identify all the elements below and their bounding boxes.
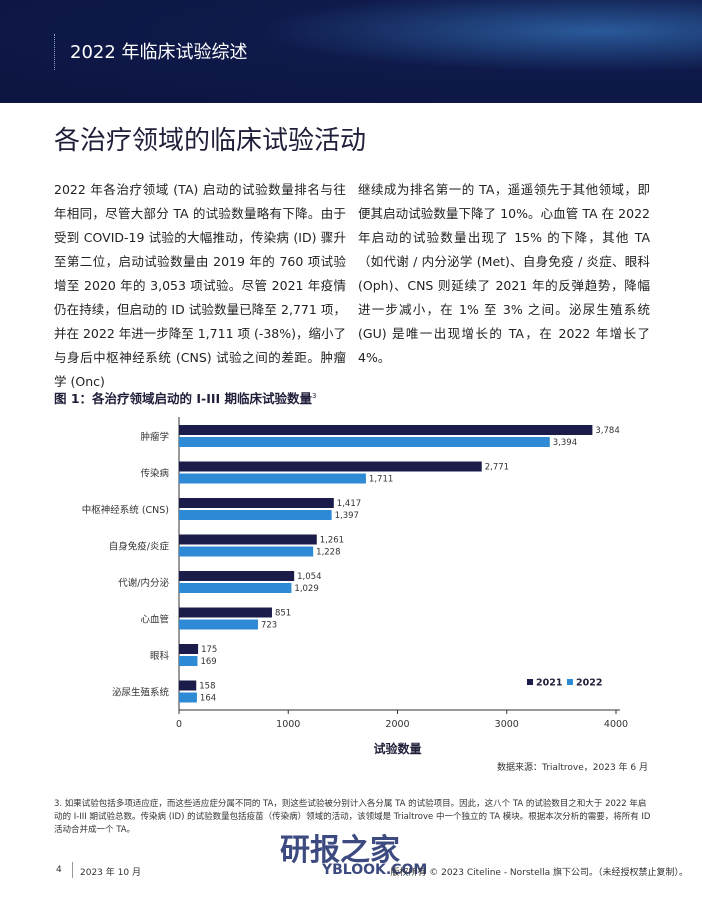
data-label: 3,784	[595, 426, 619, 436]
bar	[179, 619, 258, 630]
data-label: 851	[275, 609, 291, 619]
data-label: 2,771	[485, 463, 509, 473]
data-label: 175	[201, 645, 217, 655]
y-tick-label: 肿瘤学	[140, 431, 169, 443]
footer-divider	[72, 862, 73, 878]
y-tick-label: 心血管	[140, 614, 169, 626]
section-heading: 各治疗领域的临床试验活动	[54, 126, 367, 156]
bar	[179, 692, 197, 703]
header-title: 2022 年临床试验综述	[70, 42, 248, 63]
bar	[179, 546, 314, 557]
bar	[179, 607, 272, 618]
data-label: 1,261	[320, 536, 344, 546]
bar	[179, 583, 292, 593]
x-axis-title: 试验数量	[373, 741, 421, 756]
x-tick-label: 3000	[495, 719, 519, 730]
watermark-site: YBLOOK.COM	[322, 862, 428, 878]
data-label: 1,397	[335, 511, 359, 521]
y-tick-label: 中枢神经系统 (CNS)	[82, 504, 169, 516]
bar	[179, 510, 332, 520]
x-tick-label: 4000	[604, 719, 628, 730]
x-tick-label: 1000	[276, 719, 300, 730]
header-divider	[54, 34, 56, 70]
header-band: 2022 年临床试验综述	[0, 0, 702, 103]
y-tick-label: 传染病	[140, 468, 169, 480]
data-label: 1,711	[369, 475, 393, 485]
y-tick-label: 自身免疫/炎症	[109, 541, 170, 553]
data-label: 1,417	[337, 499, 361, 509]
chart-title-text: 图 1：各治疗领域启动的 I-III 期临床试验数量	[54, 391, 313, 406]
bar	[179, 498, 334, 508]
bar	[179, 461, 482, 472]
paragraph: 2022 年各治疗领域 (TA) 启动的试验数量排名与往年相同，尽管大部分 TA…	[54, 182, 347, 389]
bar	[179, 656, 198, 666]
legend-label: 2022	[576, 678, 602, 689]
watermark: 研报之家	[280, 833, 400, 868]
footer-date: 2023 年 10 月	[80, 868, 141, 878]
data-label: 1,029	[294, 584, 318, 594]
x-tick-label: 0	[176, 719, 182, 730]
page-number: 4	[56, 865, 62, 875]
source: 数据来源：Trialtrove，2023 年 6 月	[496, 763, 648, 773]
bar	[179, 425, 593, 435]
data-label: 1,228	[316, 548, 340, 558]
chart: 0 1000 2000 3000 4000 试验数量 肿瘤学 3,784 3,394 传染病 2,7…	[82, 417, 628, 756]
bar	[179, 473, 366, 484]
bar	[179, 571, 295, 581]
legend-swatch	[567, 679, 573, 685]
y-tick-label: 代谢/内分泌	[118, 577, 169, 589]
bar	[179, 644, 199, 654]
footer: 4 2023 年 10 月 版权所有 © 2023 Citeline - Nor…	[0, 860, 702, 884]
footnote-ref: 3	[312, 391, 317, 400]
legend-label: 2021	[536, 678, 562, 689]
data-label: 158	[199, 682, 215, 692]
data-label: 723	[261, 621, 277, 631]
y-tick-label: 泌尿生殖系统	[112, 687, 170, 699]
bar	[179, 534, 317, 545]
legend-swatch	[527, 679, 533, 685]
data-label: 164	[200, 694, 216, 704]
data-label: 169	[200, 657, 216, 667]
paragraph: 继续成为排名第一的 TA，遥遥领先于其他领域，即便其启动试验数量下降了 10%。…	[358, 182, 650, 365]
chart-title: 图 1：各治疗领域启动的 I-III 期临床试验数量3	[54, 388, 317, 407]
data-label: 3,394	[553, 438, 577, 448]
bar	[179, 437, 550, 447]
x-tick-label: 2000	[385, 719, 409, 730]
y-tick-label: 眼科	[150, 650, 170, 662]
copyright: 版权所有 © 2023 Citeline - Norstella 旗下公司。（未…	[390, 868, 688, 878]
footnote: 3. 如果试验包括多项适应症，而这些适应症分属不同的 TA，则这些试验被分别计入…	[54, 799, 651, 835]
bar	[179, 680, 197, 691]
data-label: 1,054	[297, 572, 321, 582]
